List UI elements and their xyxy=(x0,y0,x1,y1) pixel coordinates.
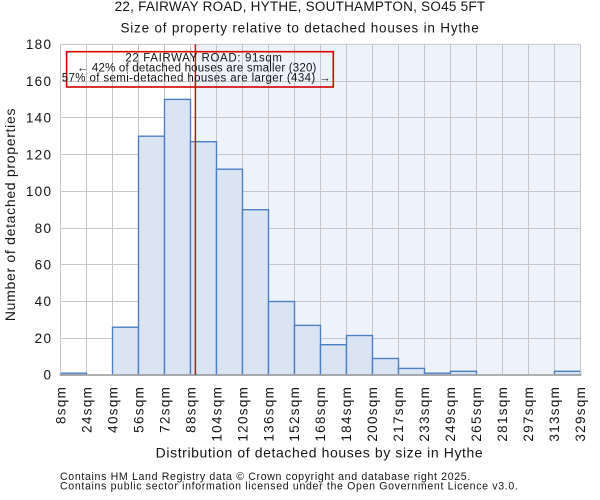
svg-text:80: 80 xyxy=(35,221,53,236)
svg-text:104sqm: 104sqm xyxy=(209,386,224,442)
svg-text:313sqm: 313sqm xyxy=(547,386,562,442)
svg-text:Number of detached properties: Number of detached properties xyxy=(2,108,18,321)
svg-text:Contains public sector informa: Contains public sector information licen… xyxy=(60,481,519,493)
svg-text:20: 20 xyxy=(35,331,53,346)
svg-text:217sqm: 217sqm xyxy=(391,386,406,442)
svg-text:329sqm: 329sqm xyxy=(573,386,588,442)
svg-text:120: 120 xyxy=(26,147,52,162)
svg-text:0: 0 xyxy=(43,368,52,383)
svg-text:88sqm: 88sqm xyxy=(183,386,198,433)
svg-text:40sqm: 40sqm xyxy=(105,386,120,433)
svg-text:265sqm: 265sqm xyxy=(469,386,484,442)
svg-text:140: 140 xyxy=(26,111,52,126)
svg-text:168sqm: 168sqm xyxy=(313,386,328,442)
svg-text:72sqm: 72sqm xyxy=(157,386,172,433)
svg-text:Size of property relative to d: Size of property relative to detached ho… xyxy=(120,21,479,36)
svg-text:180: 180 xyxy=(26,37,52,52)
svg-text:184sqm: 184sqm xyxy=(339,386,354,442)
svg-text:24sqm: 24sqm xyxy=(79,386,94,433)
svg-text:200sqm: 200sqm xyxy=(365,386,380,442)
svg-text:22 FAIRWAY ROAD: 91sqm: 22 FAIRWAY ROAD: 91sqm xyxy=(125,52,282,64)
svg-text:56sqm: 56sqm xyxy=(131,386,146,433)
svg-text:22, FAIRWAY ROAD, HYTHE, SOUTH: 22, FAIRWAY ROAD, HYTHE, SOUTHAMPTON, SO… xyxy=(115,0,486,14)
svg-text:297sqm: 297sqm xyxy=(521,386,536,442)
svg-text:100: 100 xyxy=(26,184,52,199)
svg-text:120sqm: 120sqm xyxy=(235,386,250,442)
svg-text:136sqm: 136sqm xyxy=(261,386,276,442)
svg-text:152sqm: 152sqm xyxy=(287,386,302,442)
svg-text:8sqm: 8sqm xyxy=(53,386,68,424)
svg-text:160: 160 xyxy=(26,74,52,89)
svg-text:Contains HM Land Registry data: Contains HM Land Registry data © Crown c… xyxy=(60,471,471,483)
svg-text:233sqm: 233sqm xyxy=(417,386,432,442)
svg-text:Distribution of detached house: Distribution of detached houses by size … xyxy=(156,445,484,461)
svg-text:← 42% of detached houses are s: ← 42% of detached houses are smaller (32… xyxy=(77,63,317,75)
svg-text:60: 60 xyxy=(35,258,53,273)
svg-text:249sqm: 249sqm xyxy=(443,386,458,442)
svg-text:281sqm: 281sqm xyxy=(495,386,510,442)
svg-text:57% of semi-detached houses ar: 57% of semi-detached houses are larger (… xyxy=(62,72,331,84)
svg-text:40: 40 xyxy=(35,294,53,309)
